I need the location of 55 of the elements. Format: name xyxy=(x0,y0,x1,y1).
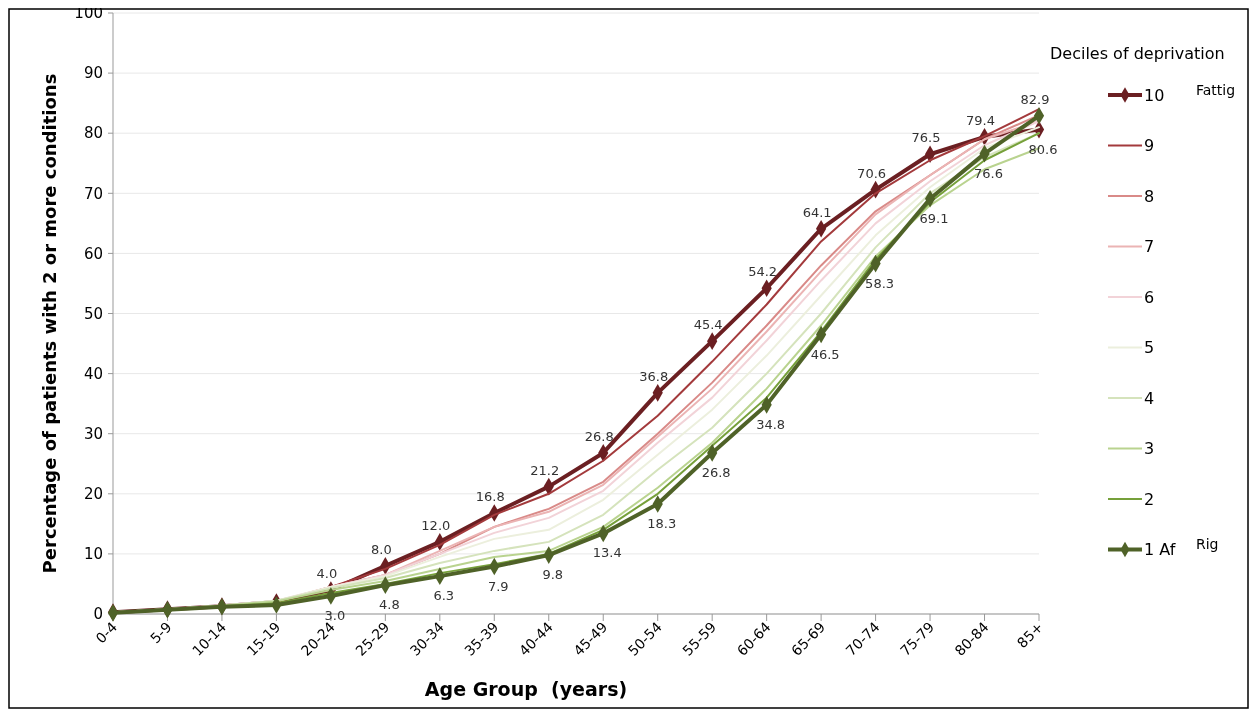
y-tick-label: 10 xyxy=(83,545,103,564)
x-tick-label: 5-9 xyxy=(147,618,175,647)
x-tick-label: 85+ xyxy=(1013,618,1047,652)
data-label: 45.4 xyxy=(693,317,723,333)
data-label: 34.8 xyxy=(756,416,786,432)
data-label: 4.0 xyxy=(316,565,338,581)
data-label: 8.0 xyxy=(371,541,392,557)
legend-label: 8 xyxy=(1144,186,1155,206)
legend-label: 6 xyxy=(1144,287,1155,307)
data-label: 12.0 xyxy=(421,517,451,533)
legend-title: Deciles of deprivation xyxy=(1050,44,1225,63)
data-label: 18.3 xyxy=(647,516,677,532)
y-tick-label: 90 xyxy=(83,64,103,83)
legend-label: 10 xyxy=(1144,85,1165,105)
data-label: 4.8 xyxy=(379,597,400,613)
data-label: 54.2 xyxy=(748,264,778,280)
data-label: 6.3 xyxy=(433,588,455,604)
y-tick-label: 60 xyxy=(83,244,103,263)
data-label: 58.3 xyxy=(865,275,895,291)
y-tick-label: 30 xyxy=(83,424,103,443)
data-label: 79.4 xyxy=(966,112,996,128)
legend-label: 9 xyxy=(1144,136,1155,156)
y-tick-label: 70 xyxy=(83,184,103,203)
data-label: 46.5 xyxy=(810,346,840,362)
legend-label: 7 xyxy=(1144,237,1155,257)
data-label: 82.9 xyxy=(1020,91,1050,107)
y-tick-label: 100 xyxy=(74,4,103,23)
data-label: 64.1 xyxy=(802,204,832,220)
data-label: 21.2 xyxy=(530,462,560,478)
data-label: 76.6 xyxy=(974,165,1004,181)
y-tick-label: 50 xyxy=(83,304,103,323)
data-label: 69.1 xyxy=(919,210,949,226)
data-label: 13.4 xyxy=(592,545,622,561)
y-axis-title: Percentage of patients with 2 or more conditions xyxy=(39,73,60,574)
data-label: 9.8 xyxy=(542,567,564,583)
legend-label: 3 xyxy=(1144,439,1155,459)
data-label: 7.9 xyxy=(487,578,509,594)
data-label: 26.8 xyxy=(584,428,614,444)
y-tick-label: 40 xyxy=(83,364,103,383)
legend-label: 5 xyxy=(1144,338,1155,358)
legend-label: 1 Af xyxy=(1144,540,1176,560)
legend-label: 4 xyxy=(1144,388,1155,408)
data-label: 76.5 xyxy=(911,130,941,146)
data-label: 80.6 xyxy=(1028,141,1058,157)
x-axis-title: Age Group (years) xyxy=(424,678,628,700)
legend-label: 2 xyxy=(1144,489,1155,509)
y-tick-label: 20 xyxy=(83,485,103,504)
text: Fattig xyxy=(1196,81,1236,98)
data-label: 70.6 xyxy=(857,165,887,181)
data-label: 26.8 xyxy=(701,464,731,480)
data-label: 3.0 xyxy=(324,607,346,623)
text: Rig xyxy=(1196,536,1219,553)
y-tick-label: 80 xyxy=(83,124,103,143)
data-label: 16.8 xyxy=(475,489,505,505)
data-label: 36.8 xyxy=(639,368,669,384)
